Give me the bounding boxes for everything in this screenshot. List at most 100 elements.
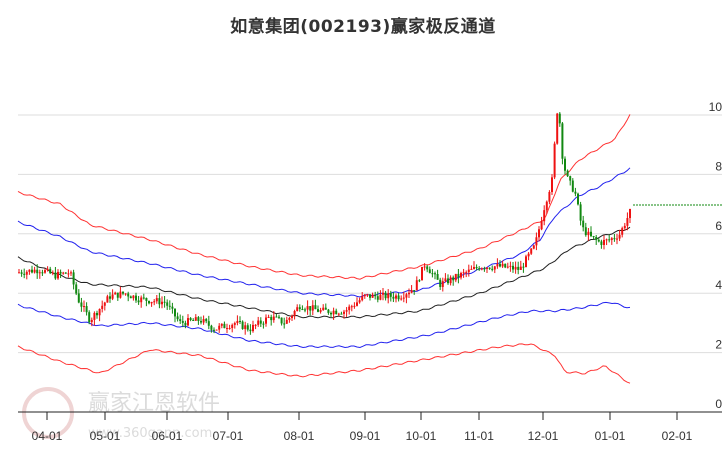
candle: [475, 267, 478, 269]
candle: [613, 238, 616, 240]
candle: [530, 248, 533, 254]
candle: [569, 176, 572, 181]
candle: [582, 220, 585, 228]
candle: [163, 301, 166, 303]
candle: [514, 266, 517, 270]
x-tick-label: 11-01: [464, 429, 494, 443]
candle: [480, 268, 483, 270]
candle: [231, 324, 234, 329]
candle: [363, 294, 366, 297]
candle: [486, 267, 488, 269]
candle: [462, 272, 465, 274]
candle: [348, 306, 351, 311]
candle: [395, 295, 397, 299]
watermark-logo-icon: [22, 387, 74, 439]
candle: [142, 297, 145, 299]
candle: [556, 113, 559, 144]
candle: [179, 319, 182, 322]
candle: [46, 268, 49, 271]
candle: [257, 320, 260, 325]
candle: [239, 320, 241, 322]
candle: [452, 277, 455, 281]
candle: [538, 229, 540, 238]
candle: [119, 291, 122, 298]
candle: [423, 266, 426, 268]
candle: [98, 308, 101, 316]
candle: [558, 113, 561, 124]
candle: [64, 272, 67, 274]
candle: [361, 296, 364, 301]
x-tick-label: 06-01: [152, 429, 183, 443]
candle: [603, 239, 605, 245]
candle: [244, 325, 247, 329]
candle: [428, 269, 431, 274]
candle: [246, 325, 249, 330]
candle: [408, 292, 410, 295]
candle: [610, 238, 613, 240]
candle: [444, 278, 447, 282]
candle: [241, 321, 244, 329]
candle: [218, 325, 221, 330]
candle: [259, 320, 262, 324]
candle: [309, 306, 312, 311]
candle: [288, 317, 291, 320]
x-tick-label: 10-01: [406, 429, 437, 443]
candle: [166, 302, 169, 306]
candle: [397, 295, 400, 300]
candle: [587, 231, 590, 236]
candle: [488, 267, 491, 269]
candle: [626, 218, 629, 226]
candle: [592, 236, 595, 238]
candle: [174, 308, 176, 317]
candle: [158, 298, 161, 305]
candle: [457, 273, 460, 278]
band-lines: [17, 114, 722, 384]
candle: [38, 272, 41, 274]
candle: [402, 297, 405, 299]
candle: [392, 296, 395, 299]
candle: [561, 123, 564, 159]
candle: [228, 328, 231, 330]
candle: [454, 273, 457, 281]
candle: [168, 305, 171, 307]
candle: [213, 329, 215, 331]
candle: [161, 301, 163, 305]
candle: [371, 294, 374, 298]
grid-lines: [18, 114, 722, 354]
candle: [496, 263, 499, 267]
x-tick-label: 02-01: [662, 429, 693, 443]
candle: [33, 269, 36, 273]
candle: [171, 306, 174, 309]
candle: [356, 302, 358, 306]
candle: [434, 273, 436, 275]
candle: [540, 221, 543, 230]
candle: [109, 296, 111, 299]
candle: [447, 278, 449, 284]
candle: [145, 297, 148, 301]
candle: [129, 296, 132, 299]
candle: [301, 309, 304, 311]
lower-inner-band-line: [17, 301, 631, 349]
candlesticks: [18, 112, 631, 335]
candle: [337, 313, 340, 315]
candle: [275, 316, 278, 318]
candle: [96, 312, 98, 316]
candle: [389, 293, 392, 297]
candle: [376, 296, 379, 300]
candle: [439, 279, 442, 287]
axes: 0 2 4 6 8 10 04-01 05-01 06-01 07-01 08-01 09-01 10-…: [18, 100, 722, 443]
candle: [623, 225, 626, 229]
candle: [449, 277, 452, 284]
candle: [314, 305, 317, 310]
candle: [254, 324, 257, 326]
candle: [116, 292, 119, 298]
candle: [358, 300, 361, 303]
candle: [324, 307, 327, 310]
candle: [605, 239, 608, 241]
candle: [181, 321, 184, 323]
candle: [584, 227, 587, 236]
candle: [176, 316, 179, 320]
candle: [296, 307, 299, 311]
candle: [187, 318, 189, 326]
candle: [267, 316, 270, 318]
